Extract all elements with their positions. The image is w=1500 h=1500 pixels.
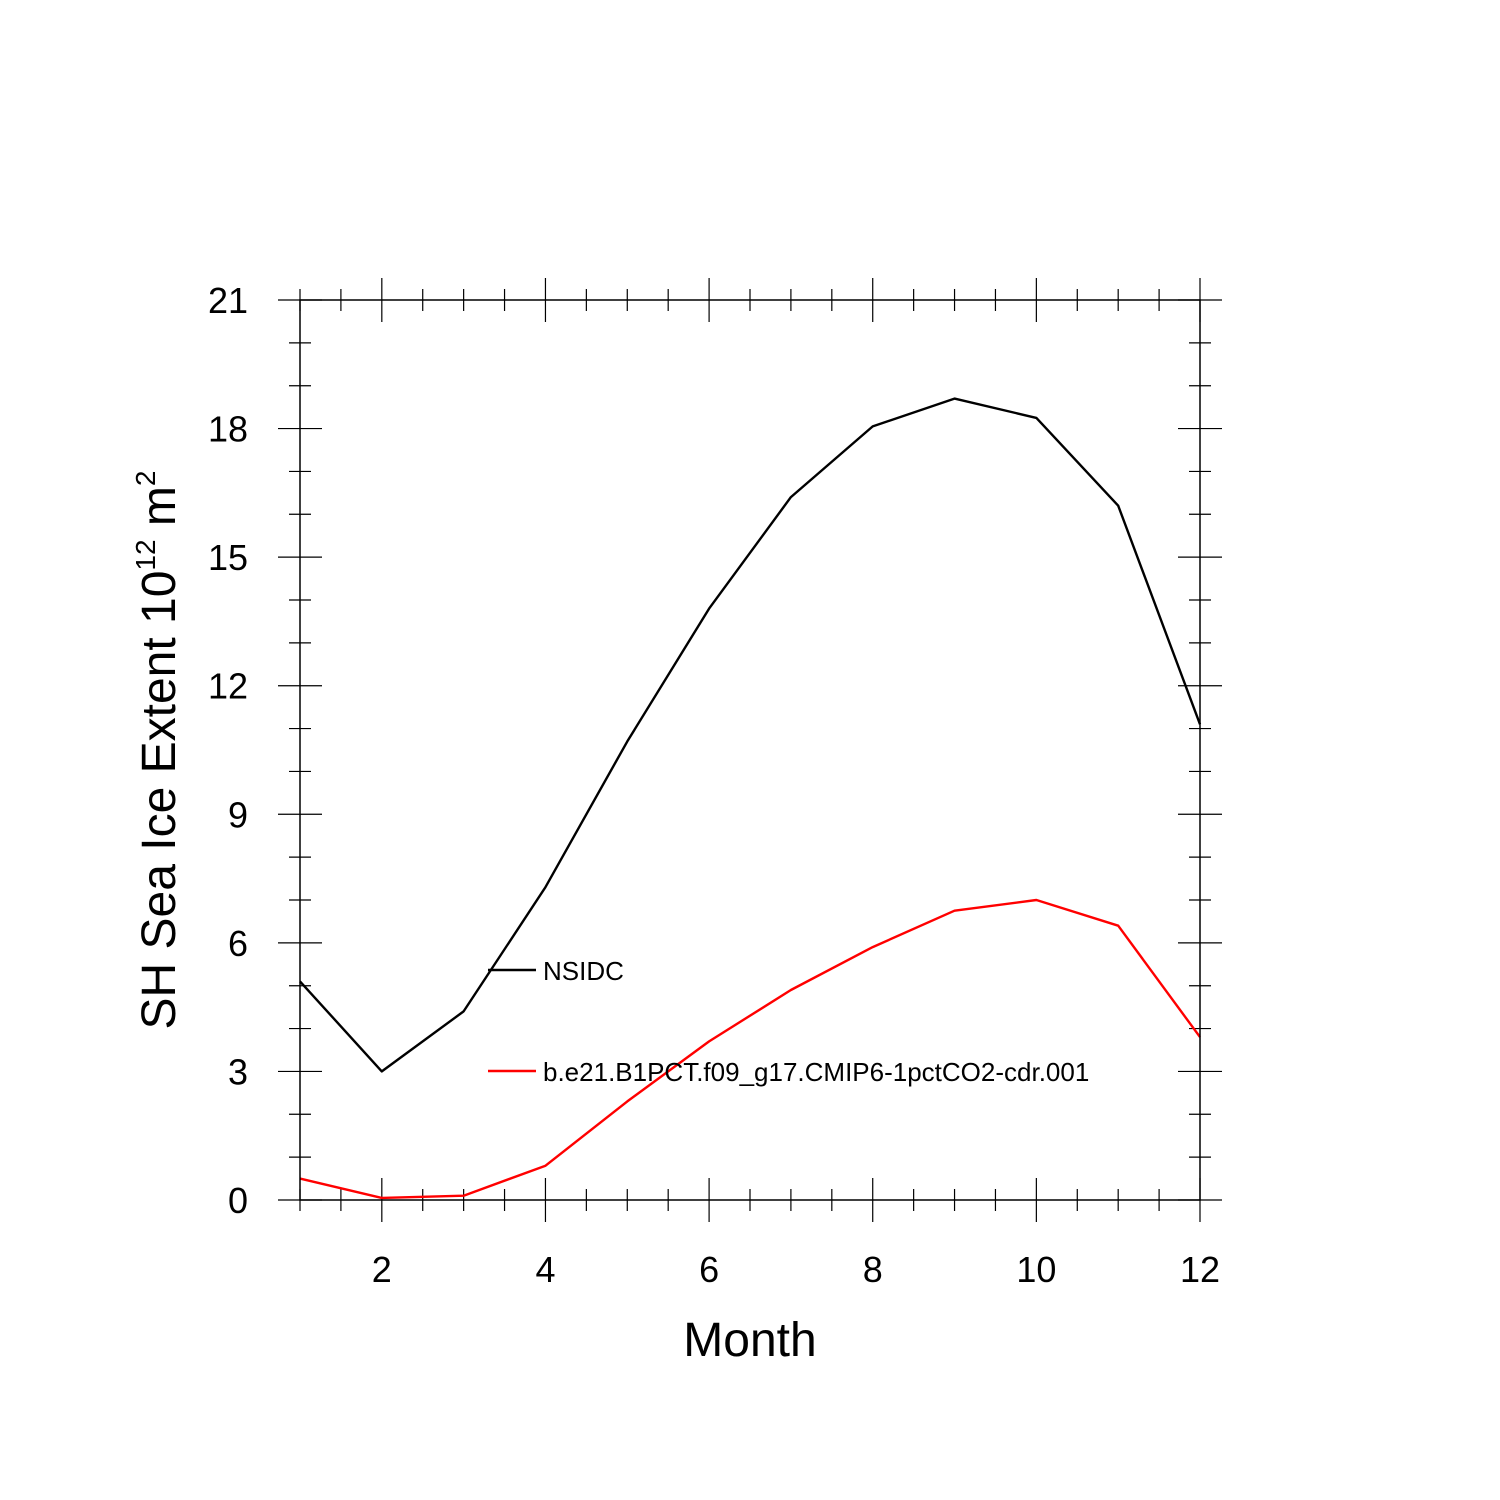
- y-tick-label: 18: [208, 409, 248, 450]
- legend-label: b.e21.B1PCT.f09_g17.CMIP6-1pctCO2-cdr.00…: [543, 1057, 1089, 1087]
- y-axis-title-unit: m: [133, 486, 186, 539]
- x-tick-label: 10: [1016, 1249, 1056, 1290]
- y-axis-title-unit-exponent: 2: [130, 471, 161, 487]
- series-line-nsidc: [299, 397, 1202, 1073]
- x-tick-label: 4: [535, 1249, 555, 1290]
- x-tick-label: 12: [1180, 1249, 1220, 1290]
- y-tick-label: 6: [228, 923, 248, 964]
- y-tick-label: 15: [208, 537, 248, 578]
- series-line-model: [299, 898, 1201, 1200]
- x-tick-label: 2: [372, 1249, 392, 1290]
- y-tick-label: 21: [208, 280, 248, 321]
- x-axis-title: Month: [683, 1314, 816, 1367]
- y-tick-label: 12: [208, 666, 248, 707]
- x-tick-label: 6: [699, 1249, 719, 1290]
- legend: NSIDC b.e21.B1PCT.f09_g17.CMIP6-1pctCO2-c…: [488, 956, 1089, 1087]
- x-tick-label: 8: [863, 1249, 883, 1290]
- y-tick-label: 0: [228, 1180, 248, 1221]
- y-axis-title: SH Sea Ice Extent 1012 m2: [130, 471, 186, 1030]
- y-tick-label: 9: [228, 794, 248, 835]
- y-tick-label: 3: [228, 1051, 248, 1092]
- legend-label: NSIDC: [543, 956, 624, 986]
- y-axis-title-exponent: 12: [130, 539, 161, 570]
- series-layer: [299, 397, 1202, 1200]
- plot-frame: [299, 299, 1201, 1201]
- y-axis-title-main: SH Sea Ice Extent 10: [133, 571, 186, 1030]
- tick-labels: 2 4 6 8 10 12 0 3 6 9 12 15 18 21: [208, 280, 1220, 1290]
